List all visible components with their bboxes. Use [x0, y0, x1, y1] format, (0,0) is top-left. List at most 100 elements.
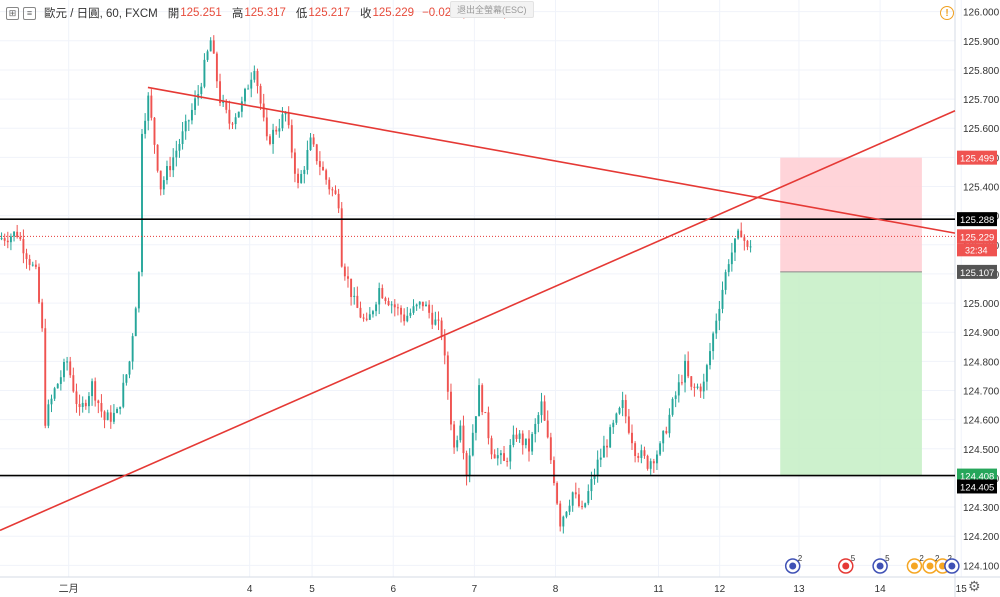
candles-icon[interactable]: ≡ — [23, 6, 36, 20]
candle-body — [337, 193, 340, 209]
candle-body — [503, 453, 505, 461]
price-label: 124.405 — [960, 482, 994, 493]
candle-body — [499, 453, 502, 456]
candle-body — [318, 161, 321, 167]
ascending-trendline[interactable] — [0, 110, 956, 532]
candle-body — [721, 289, 724, 309]
candle-body — [596, 459, 599, 476]
candle-body — [212, 40, 215, 54]
candle-body — [478, 385, 481, 417]
close-label: 收 — [359, 8, 372, 20]
candle-body — [546, 420, 549, 438]
candle-body — [375, 304, 378, 312]
candle-body — [587, 491, 590, 504]
candle-body — [350, 278, 353, 297]
candle-body — [381, 288, 384, 299]
event-marker-dot — [789, 562, 797, 570]
candle-body — [540, 401, 543, 416]
candle-body — [365, 318, 368, 320]
price-tick-label: 124.600 — [963, 416, 1000, 427]
candle-body — [425, 304, 427, 307]
expand-icon[interactable]: ⊞ — [6, 6, 19, 20]
candle-body — [655, 454, 658, 464]
candle-body — [406, 315, 409, 322]
candle-body — [209, 40, 212, 52]
high-label: 高 — [231, 8, 244, 20]
candle-body — [524, 438, 527, 446]
candle-body — [702, 381, 705, 392]
candle-body — [412, 306, 415, 313]
candle-body — [743, 237, 746, 241]
candle-body — [134, 308, 137, 337]
candle-body — [44, 328, 47, 426]
candle-body — [53, 388, 56, 399]
symbol-title: 歐元 / 日圓, 60, FXCM — [44, 8, 158, 20]
horizontal-lines[interactable] — [0, 218, 955, 477]
candle-body — [624, 400, 627, 417]
candle-body — [228, 109, 231, 124]
candle-body — [31, 264, 34, 266]
candle-body — [215, 53, 218, 82]
gear-icon[interactable]: ⚙ — [968, 578, 981, 594]
candle-body — [247, 88, 250, 90]
candle-body — [684, 360, 687, 383]
candle-body — [178, 144, 181, 151]
candle-body — [16, 231, 19, 237]
countdown-bg — [957, 243, 997, 257]
alert-icon[interactable]: ! — [940, 6, 954, 20]
candle-body — [147, 95, 150, 121]
candle-body — [553, 460, 555, 484]
price-label: 125.499 — [960, 154, 994, 165]
candle-body — [81, 402, 84, 407]
trendlines[interactable] — [0, 86, 956, 532]
candle-body — [606, 445, 608, 448]
candle-body — [468, 455, 471, 476]
candle-body — [159, 170, 162, 190]
candle-body — [746, 240, 749, 247]
low-label: 低 — [295, 8, 308, 20]
price-label-bg — [957, 479, 997, 494]
price-tick-label: 125.700 — [963, 95, 1000, 106]
candle-body — [137, 272, 140, 309]
candle-body — [652, 461, 655, 464]
price-axis[interactable]: 126.000125.900125.800125.700125.600125.5… — [957, 8, 1000, 573]
event-marker-dot — [876, 562, 884, 570]
candle-body — [141, 133, 143, 273]
candle-body — [69, 361, 72, 376]
candle-body — [459, 425, 462, 441]
price-label: 125.107 — [960, 268, 994, 279]
candle-body — [687, 360, 690, 377]
candle-body — [590, 478, 593, 492]
candle-body — [534, 423, 537, 435]
open-value: 125.251 — [180, 7, 222, 19]
candle-body — [47, 404, 50, 426]
candle-body — [225, 100, 228, 110]
candle-body — [737, 230, 740, 239]
candle-body — [562, 516, 565, 527]
candle-body — [493, 454, 496, 459]
time-axis[interactable]: 二月 4 5 6 7 8 11 12 13 14 15 — [59, 583, 968, 595]
price-label: 125.288 — [960, 215, 994, 226]
candle-body — [78, 404, 81, 407]
candle-body — [496, 455, 499, 459]
candle-body — [181, 131, 184, 145]
candle-body — [250, 79, 253, 89]
time-tick-label: 二月 — [59, 583, 79, 595]
candle-body — [715, 320, 718, 334]
candle-body — [281, 114, 284, 129]
candle-body — [528, 438, 530, 452]
candle-body — [593, 475, 596, 479]
price-label-bg — [957, 264, 997, 279]
event-count: 2 — [798, 554, 803, 563]
candle-body — [740, 230, 743, 238]
candle-body — [28, 259, 31, 265]
candle-body — [727, 264, 730, 273]
descending-trendline[interactable] — [147, 86, 956, 234]
candle-body — [456, 440, 459, 448]
candle-body — [599, 457, 602, 460]
candle-body — [431, 312, 434, 325]
candle-body — [371, 311, 374, 315]
candle-body — [446, 355, 449, 392]
